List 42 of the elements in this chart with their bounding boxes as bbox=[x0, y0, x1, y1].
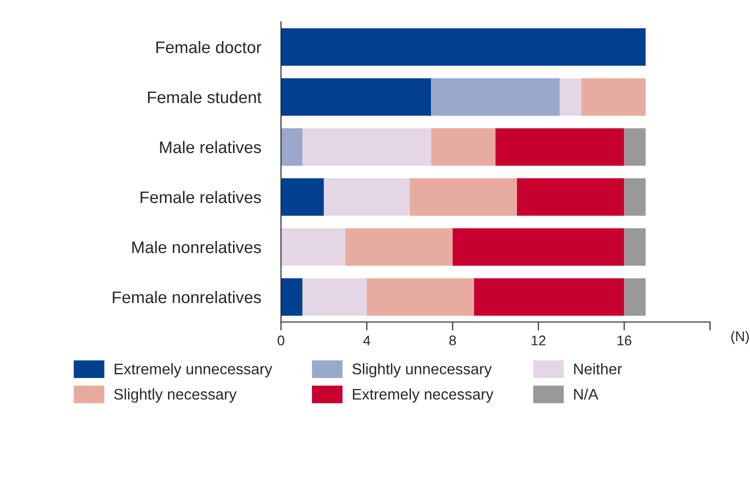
y-tick-label: Male relatives bbox=[160, 140, 261, 154]
legend-label: Slightly necessary bbox=[114, 388, 237, 403]
bar bbox=[624, 178, 646, 216]
bar bbox=[410, 178, 517, 216]
bar bbox=[474, 278, 624, 316]
bar bbox=[431, 128, 496, 166]
bar bbox=[516, 178, 624, 216]
bar bbox=[281, 278, 302, 316]
legend-label: N/A bbox=[574, 388, 598, 400]
bar bbox=[302, 278, 367, 316]
bar bbox=[496, 128, 624, 166]
y-tick-label: Male nonrelatives bbox=[132, 240, 261, 254]
x-tick-label: 4 bbox=[363, 336, 370, 346]
bar bbox=[431, 78, 560, 116]
x-tick-label: 0 bbox=[278, 336, 284, 346]
bar bbox=[624, 228, 646, 266]
y-tick-label: Female student bbox=[148, 90, 262, 104]
x-tick-label: 12 bbox=[532, 336, 546, 346]
bar bbox=[366, 278, 474, 316]
bar bbox=[624, 128, 646, 166]
bar bbox=[302, 128, 432, 166]
bar bbox=[281, 178, 324, 216]
bar bbox=[324, 178, 410, 216]
legend-label: Slightly unnecessary bbox=[352, 363, 492, 378]
bar bbox=[581, 78, 646, 116]
legend-label: Neither bbox=[574, 363, 622, 374]
bar bbox=[624, 278, 646, 316]
bar bbox=[281, 28, 646, 66]
bar bbox=[281, 228, 346, 266]
bar bbox=[452, 228, 624, 266]
legend-label: Extremely necessary bbox=[352, 388, 494, 403]
x-tick-label: 16 bbox=[618, 336, 632, 346]
y-tick-label: Female doctor bbox=[156, 40, 262, 54]
bar bbox=[281, 128, 302, 166]
x-axis-title: (N) bbox=[731, 331, 749, 344]
bar bbox=[281, 78, 432, 116]
y-tick-label: Female nonrelatives bbox=[112, 290, 261, 304]
y-tick-label: Female relatives bbox=[140, 190, 261, 204]
bar bbox=[560, 78, 582, 116]
x-tick-label: 8 bbox=[449, 336, 456, 346]
legend-label: Extremely unnecessary bbox=[114, 363, 272, 378]
bar bbox=[345, 228, 453, 266]
